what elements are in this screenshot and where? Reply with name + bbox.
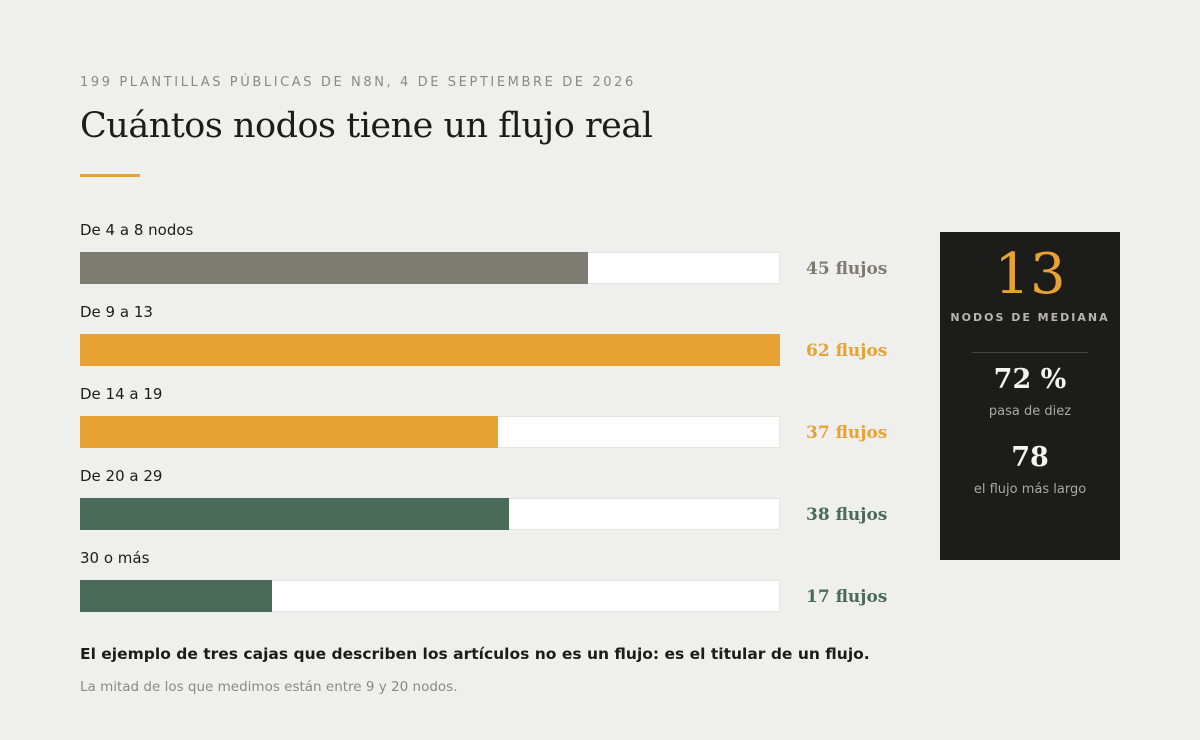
footer-subnote: La mitad de los que medimos están entre …: [80, 679, 458, 695]
longest-label: el flujo más largo: [973, 482, 1087, 497]
chart-kicker: 199 PLANTILLAS PÚBLICAS DE N8N, 4 DE SEP…: [80, 75, 636, 90]
bar-category-label: De 9 a 13: [80, 303, 153, 321]
bar: [80, 252, 588, 284]
bar-category-label: De 14 a 19: [80, 385, 163, 403]
bar: [80, 416, 498, 448]
stats-panel: 13 NODOS DE MEDIANA 72 % pasa de diez 78…: [940, 232, 1120, 560]
bar-track: [80, 416, 780, 448]
bar-track: [80, 252, 780, 284]
bar-track: [80, 580, 780, 612]
bar-value-label: 62 flujos: [806, 341, 888, 361]
chart-title: Cuántos nodos tiene un flujo real: [80, 106, 653, 146]
median-value: 13: [994, 242, 1066, 307]
bar: [80, 498, 509, 530]
footer-note: El ejemplo de tres cajas que describen l…: [80, 645, 870, 663]
bar: [80, 580, 272, 612]
title-accent-rule: [80, 174, 140, 177]
pct-label: pasa de diez: [988, 404, 1072, 419]
bar-value-label: 37 flujos: [806, 423, 888, 443]
bar-value-label: 17 flujos: [806, 587, 888, 607]
bar-track: [80, 334, 780, 366]
bar-track: [80, 498, 780, 530]
bar: [80, 334, 780, 366]
bar-category-label: De 20 a 29: [80, 467, 163, 485]
panel-divider: [972, 352, 1088, 353]
median-label: NODOS DE MEDIANA: [950, 311, 1110, 324]
bar-value-label: 45 flujos: [806, 259, 888, 279]
pct-value: 72 %: [993, 364, 1067, 395]
bar-category-label: 30 o más: [80, 549, 150, 567]
bar-category-label: De 4 a 8 nodos: [80, 221, 194, 239]
bar-value-label: 38 flujos: [806, 505, 888, 525]
longest-value: 78: [1011, 442, 1049, 473]
